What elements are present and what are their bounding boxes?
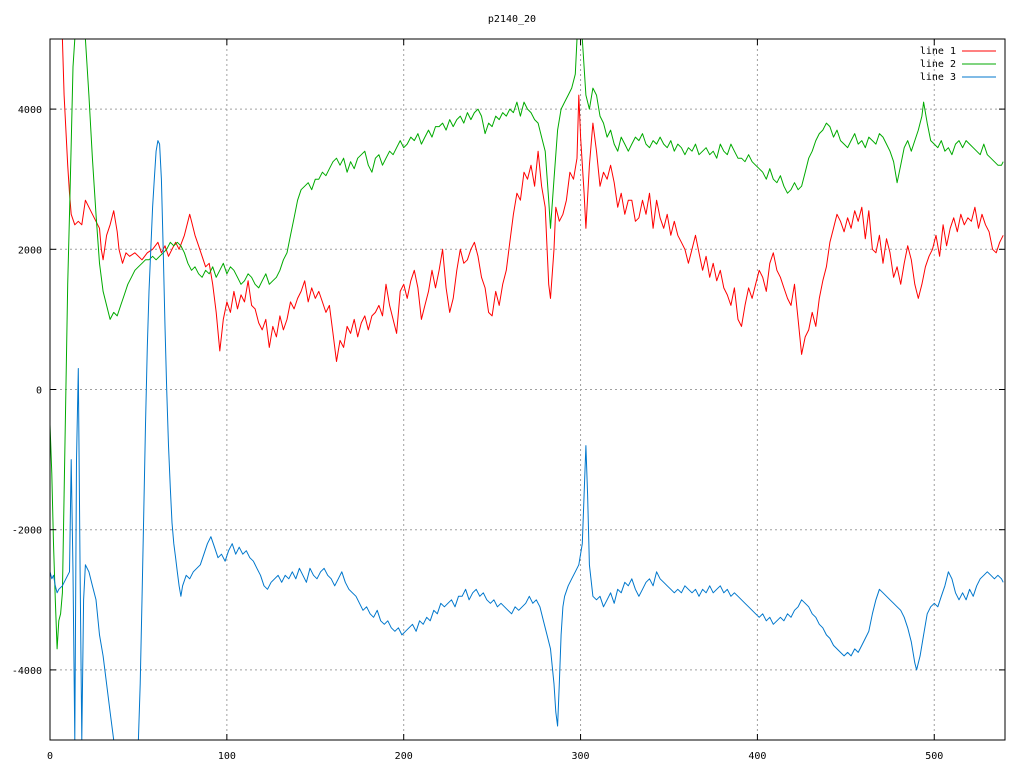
y-tick-label: 0 [36,386,42,397]
chart-title: p2140_20 [488,14,536,25]
y-tick-label: -4000 [12,666,42,677]
legend-label-line-1: line 1 [920,46,956,57]
x-tick-label: 500 [925,751,943,762]
legend-label-line-3: line 3 [920,72,956,83]
x-tick-label: 300 [572,751,590,762]
legend: line 1 line 2 line 3 [920,46,996,83]
series-layer [50,39,1004,740]
grid-lines [50,39,1005,740]
x-tick-label: 200 [395,751,413,762]
legend-label-line-2: line 2 [920,59,956,70]
x-tick-label: 400 [748,751,766,762]
series-line-2 [50,39,1004,650]
series-line-1 [61,39,1004,362]
y-tick-label: 2000 [18,245,42,256]
y-tick-label: -2000 [12,526,42,537]
y-tick-label: 4000 [18,105,42,116]
series-line-3 [50,140,1004,740]
x-tick-label: 0 [47,751,53,762]
x-tick-label: 100 [218,751,236,762]
axis-ticks: 0 100 200 300 400 500 -4000 -2000 0 2000 4000 [12,39,1005,762]
